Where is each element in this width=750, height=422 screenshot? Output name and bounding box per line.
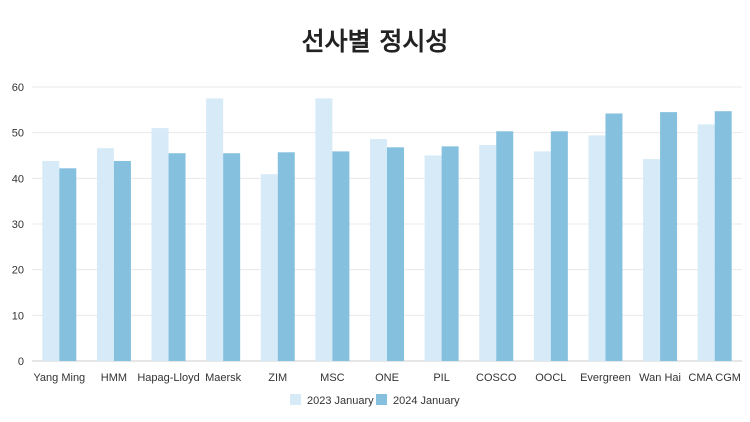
bar-2023-wan-hai <box>643 159 661 361</box>
bar-2024-wan-hai <box>660 112 678 361</box>
bar-2024-yang-ming <box>59 168 77 361</box>
bar-2023-msc <box>315 98 333 362</box>
bar-2024-hmm <box>113 160 131 361</box>
x-tick-label: HMM <box>101 372 127 384</box>
x-tick-label: Hapag-Lloyd <box>137 372 199 384</box>
x-tick-label: COSCO <box>476 372 517 384</box>
bar-2023-cma-cgm <box>697 124 715 362</box>
bar-2024-oocl <box>550 131 568 361</box>
y-tick-label: 20 <box>12 265 24 277</box>
bar-2024-cma-cgm <box>714 111 732 361</box>
bar-2024-maersk <box>223 153 241 361</box>
bar-2023-zim <box>260 174 278 361</box>
x-tick-label: Maersk <box>205 372 242 384</box>
x-tick-label: Yang Ming <box>33 372 85 384</box>
bar-2023-cosco <box>479 144 497 361</box>
bar-2023-yang-ming <box>42 160 60 361</box>
bar-2023-hmm <box>96 148 114 361</box>
bar-2023-one <box>370 139 387 361</box>
y-tick-label: 60 <box>12 82 24 94</box>
y-tick-label: 30 <box>12 219 24 231</box>
x-tick-label: ONE <box>375 372 399 384</box>
chart-title: 선사별 정시성 <box>301 27 449 56</box>
bar-2024-msc <box>332 151 350 361</box>
bar-2023-pil <box>424 155 442 361</box>
x-tick-label: MSC <box>320 372 345 384</box>
bar-2024-hapag-lloyd <box>168 153 186 361</box>
y-axis: 0 10 20 30 40 50 60 <box>12 82 24 368</box>
bar-2023-hapag-lloyd <box>151 128 169 361</box>
legend-swatch <box>376 394 387 405</box>
legend: 2023 January 2024 January <box>290 394 460 407</box>
bar-2023-evergreen <box>588 135 606 361</box>
x-axis: Yang Ming HMM Hapag-Lloyd Maersk ZIM MSC ONE PI… <box>33 372 741 384</box>
bar-2023-maersk <box>206 98 224 362</box>
y-tick-label: 0 <box>18 356 24 368</box>
bars <box>42 98 732 362</box>
bar-2023-oocl <box>533 151 551 361</box>
x-tick-label: PIL <box>433 372 450 384</box>
bar-2024-cosco <box>496 131 514 361</box>
bar-2024-zim <box>277 152 295 361</box>
bar-2024-pil <box>441 146 459 361</box>
x-tick-label: Wan Hai <box>639 372 681 384</box>
y-tick-label: 40 <box>12 173 24 185</box>
x-tick-label: Evergreen <box>580 372 631 384</box>
bar-2024-one <box>387 147 404 361</box>
legend-label: 2023 January <box>307 395 374 407</box>
legend-swatch <box>290 394 301 405</box>
y-tick-label: 10 <box>12 310 24 322</box>
x-tick-label: OOCL <box>535 372 566 384</box>
bar-2024-evergreen <box>605 113 623 361</box>
y-tick-label: 50 <box>12 128 24 140</box>
x-tick-label: ZIM <box>268 372 287 384</box>
legend-label: 2024 January <box>393 395 460 407</box>
x-tick-label: CMA CGM <box>688 372 741 384</box>
